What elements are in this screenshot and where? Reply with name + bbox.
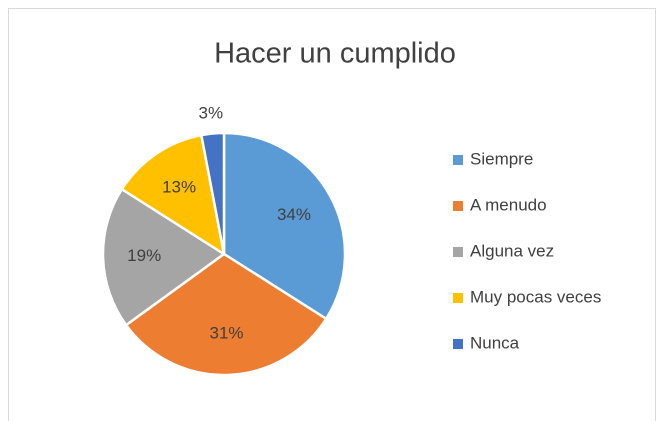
legend-swatch <box>453 247 463 257</box>
legend-swatch <box>453 293 463 303</box>
data-label: 19% <box>127 246 161 265</box>
chart-border <box>8 8 656 421</box>
data-label: 13% <box>162 177 196 196</box>
legend-label: Alguna vez <box>470 241 554 260</box>
pie-slice <box>101 187 227 327</box>
pie-slice <box>199 131 226 255</box>
pie-slice <box>120 133 226 257</box>
pie-slice <box>124 252 328 377</box>
legend-label: Siempre <box>470 149 533 168</box>
legend-label: Muy pocas veces <box>470 287 601 306</box>
chart-title: Hacer un cumplido <box>214 38 456 70</box>
legend-swatch <box>453 155 463 165</box>
legend-swatch <box>453 339 463 349</box>
legend-swatch <box>453 201 463 211</box>
data-label: 3% <box>199 104 224 123</box>
data-label: 34% <box>277 205 311 224</box>
legend-label: A menudo <box>470 195 547 214</box>
legend-label: Nunca <box>470 333 520 352</box>
data-label: 31% <box>209 323 243 342</box>
